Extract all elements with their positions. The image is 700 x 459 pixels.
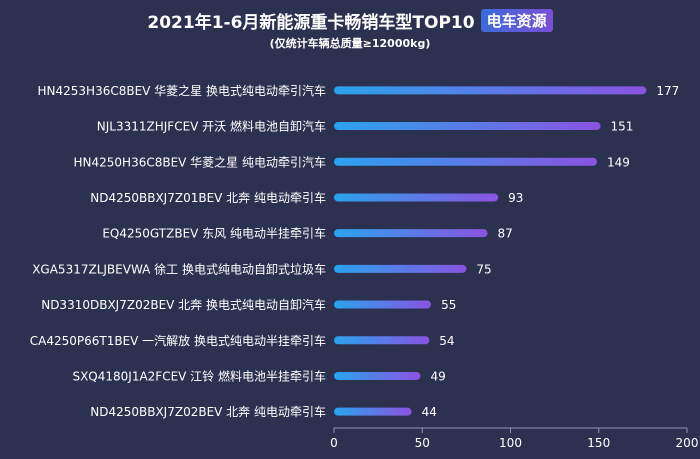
chart-subtitle: (仅统计车辆总质量≥12000kg) <box>269 37 431 50</box>
category-label: CA4250P66T1BEV 一汽解放 换电式纯电动半挂牵引车 <box>30 333 326 348</box>
category-label: EQ4250GTZBEV 东风 纯电动半挂牵引车 <box>102 226 326 241</box>
x-tick-label: 50 <box>415 436 430 450</box>
category-label: HN4250H36C8BEV 华菱之星 纯电动牵引汽车 <box>74 154 327 169</box>
value-label: 55 <box>441 298 456 312</box>
bar <box>334 157 597 166</box>
value-label: 49 <box>430 369 445 383</box>
value-label: 44 <box>422 405 437 419</box>
category-label: ND3310DBXJ7Z02BEV 北奔 换电式纯电动自卸汽车 <box>41 297 326 312</box>
category-label: NJL3311ZHJFCEV 开沃 燃料电池自卸汽车 <box>97 119 326 134</box>
x-tick-label: 200 <box>676 436 699 450</box>
value-label: 54 <box>439 334 454 348</box>
value-label: 75 <box>476 262 491 276</box>
bar <box>334 300 432 309</box>
brand-logo: 电车资源 <box>480 9 553 32</box>
bar <box>334 336 430 345</box>
category-label: ND4250BBXJ7Z02BEV 北奔 纯电动牵引车 <box>90 404 326 419</box>
x-tick-label: 100 <box>499 436 522 450</box>
value-label: 93 <box>508 191 523 205</box>
value-label: 87 <box>498 227 513 241</box>
bar <box>334 407 412 416</box>
chart-title: 2021年1-6月新能源重卡畅销车型TOP10 <box>147 13 475 33</box>
bar <box>334 86 647 95</box>
value-label: 177 <box>656 84 679 98</box>
bar <box>334 229 488 238</box>
x-tick-label: 150 <box>587 436 610 450</box>
bar <box>334 264 467 273</box>
value-label: 149 <box>607 155 630 169</box>
x-tick-label: 0 <box>330 436 338 450</box>
title-line: 2021年1-6月新能源重卡畅销车型TOP10 电车资源 <box>147 8 553 33</box>
category-label: HN4253H36C8BEV 华菱之星 换电式纯电动牵引汽车 <box>38 83 327 98</box>
bar <box>334 193 499 202</box>
bar <box>334 371 421 380</box>
category-label: SXQ4180J1A2FCEV 江铃 燃料电池半挂牵引车 <box>72 368 326 383</box>
chart-header: 2021年1-6月新能源重卡畅销车型TOP10 电车资源 (仅统计车辆总质量≥1… <box>0 8 700 51</box>
value-label: 151 <box>611 120 634 134</box>
category-label: ND4250BBXJ7Z01BEV 北奔 纯电动牵引车 <box>90 190 326 205</box>
bar <box>334 122 601 131</box>
category-label: XGA5317ZLJBEVWA 徐工 换电式纯电动自卸式垃圾车 <box>32 261 326 276</box>
